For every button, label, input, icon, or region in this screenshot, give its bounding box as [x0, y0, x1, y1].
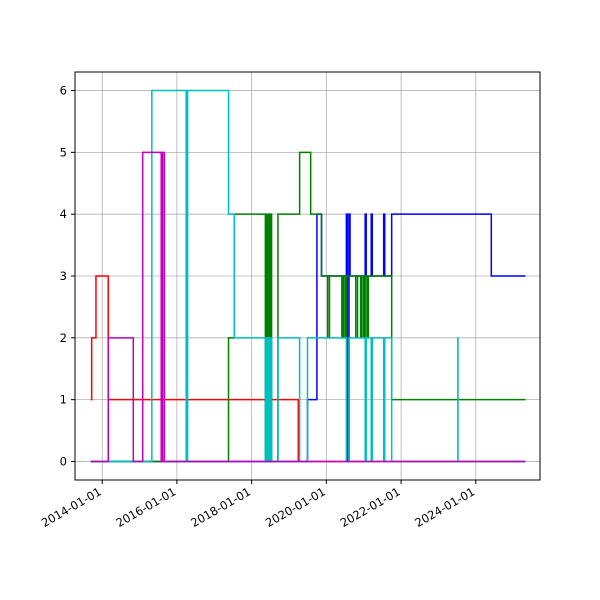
- y-axis-ticks: 0 1 2 3 4 5 6: [60, 84, 75, 468]
- series-line-4: [90, 151, 526, 463]
- series-line-0: [90, 275, 526, 463]
- y-tick-label-0: 0: [60, 454, 67, 468]
- y-tick-label-6: 6: [60, 84, 67, 98]
- series-group: [90, 89, 526, 463]
- y-tick-label-4: 4: [60, 207, 67, 221]
- y-tick-label-3: 3: [60, 269, 67, 283]
- y-tick-label-5: 5: [60, 145, 67, 159]
- y-tick-label-2: 2: [60, 331, 67, 345]
- y-tick-label-1: 1: [60, 393, 67, 407]
